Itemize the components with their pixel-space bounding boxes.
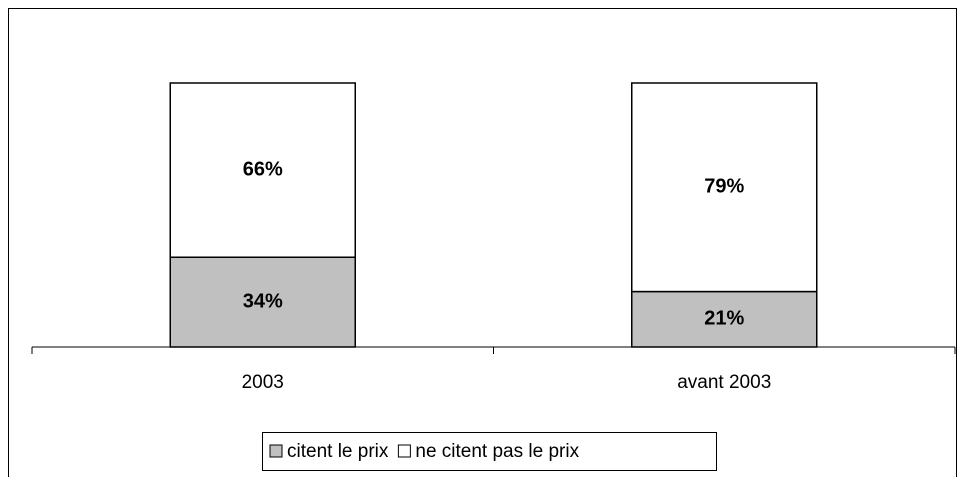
legend-label: ne citent pas le prix — [415, 441, 579, 462]
data-label: 66% — [243, 158, 283, 180]
bar-segment — [169, 82, 356, 258]
legend: citent le prix ne citent pas le prix — [262, 432, 717, 471]
legend-label: citent le prix — [287, 441, 389, 462]
bar-segment — [631, 290, 818, 348]
data-label: 21% — [704, 308, 744, 330]
bar-segment — [631, 82, 818, 293]
legend-swatch — [397, 444, 411, 458]
legend-box — [262, 432, 717, 471]
legend-swatch — [269, 444, 283, 458]
data-label: 34% — [243, 290, 283, 312]
x-tick-label: avant 2003 — [677, 372, 771, 393]
x-tick-label: 2003 — [242, 372, 284, 393]
data-label: 79% — [704, 176, 744, 198]
